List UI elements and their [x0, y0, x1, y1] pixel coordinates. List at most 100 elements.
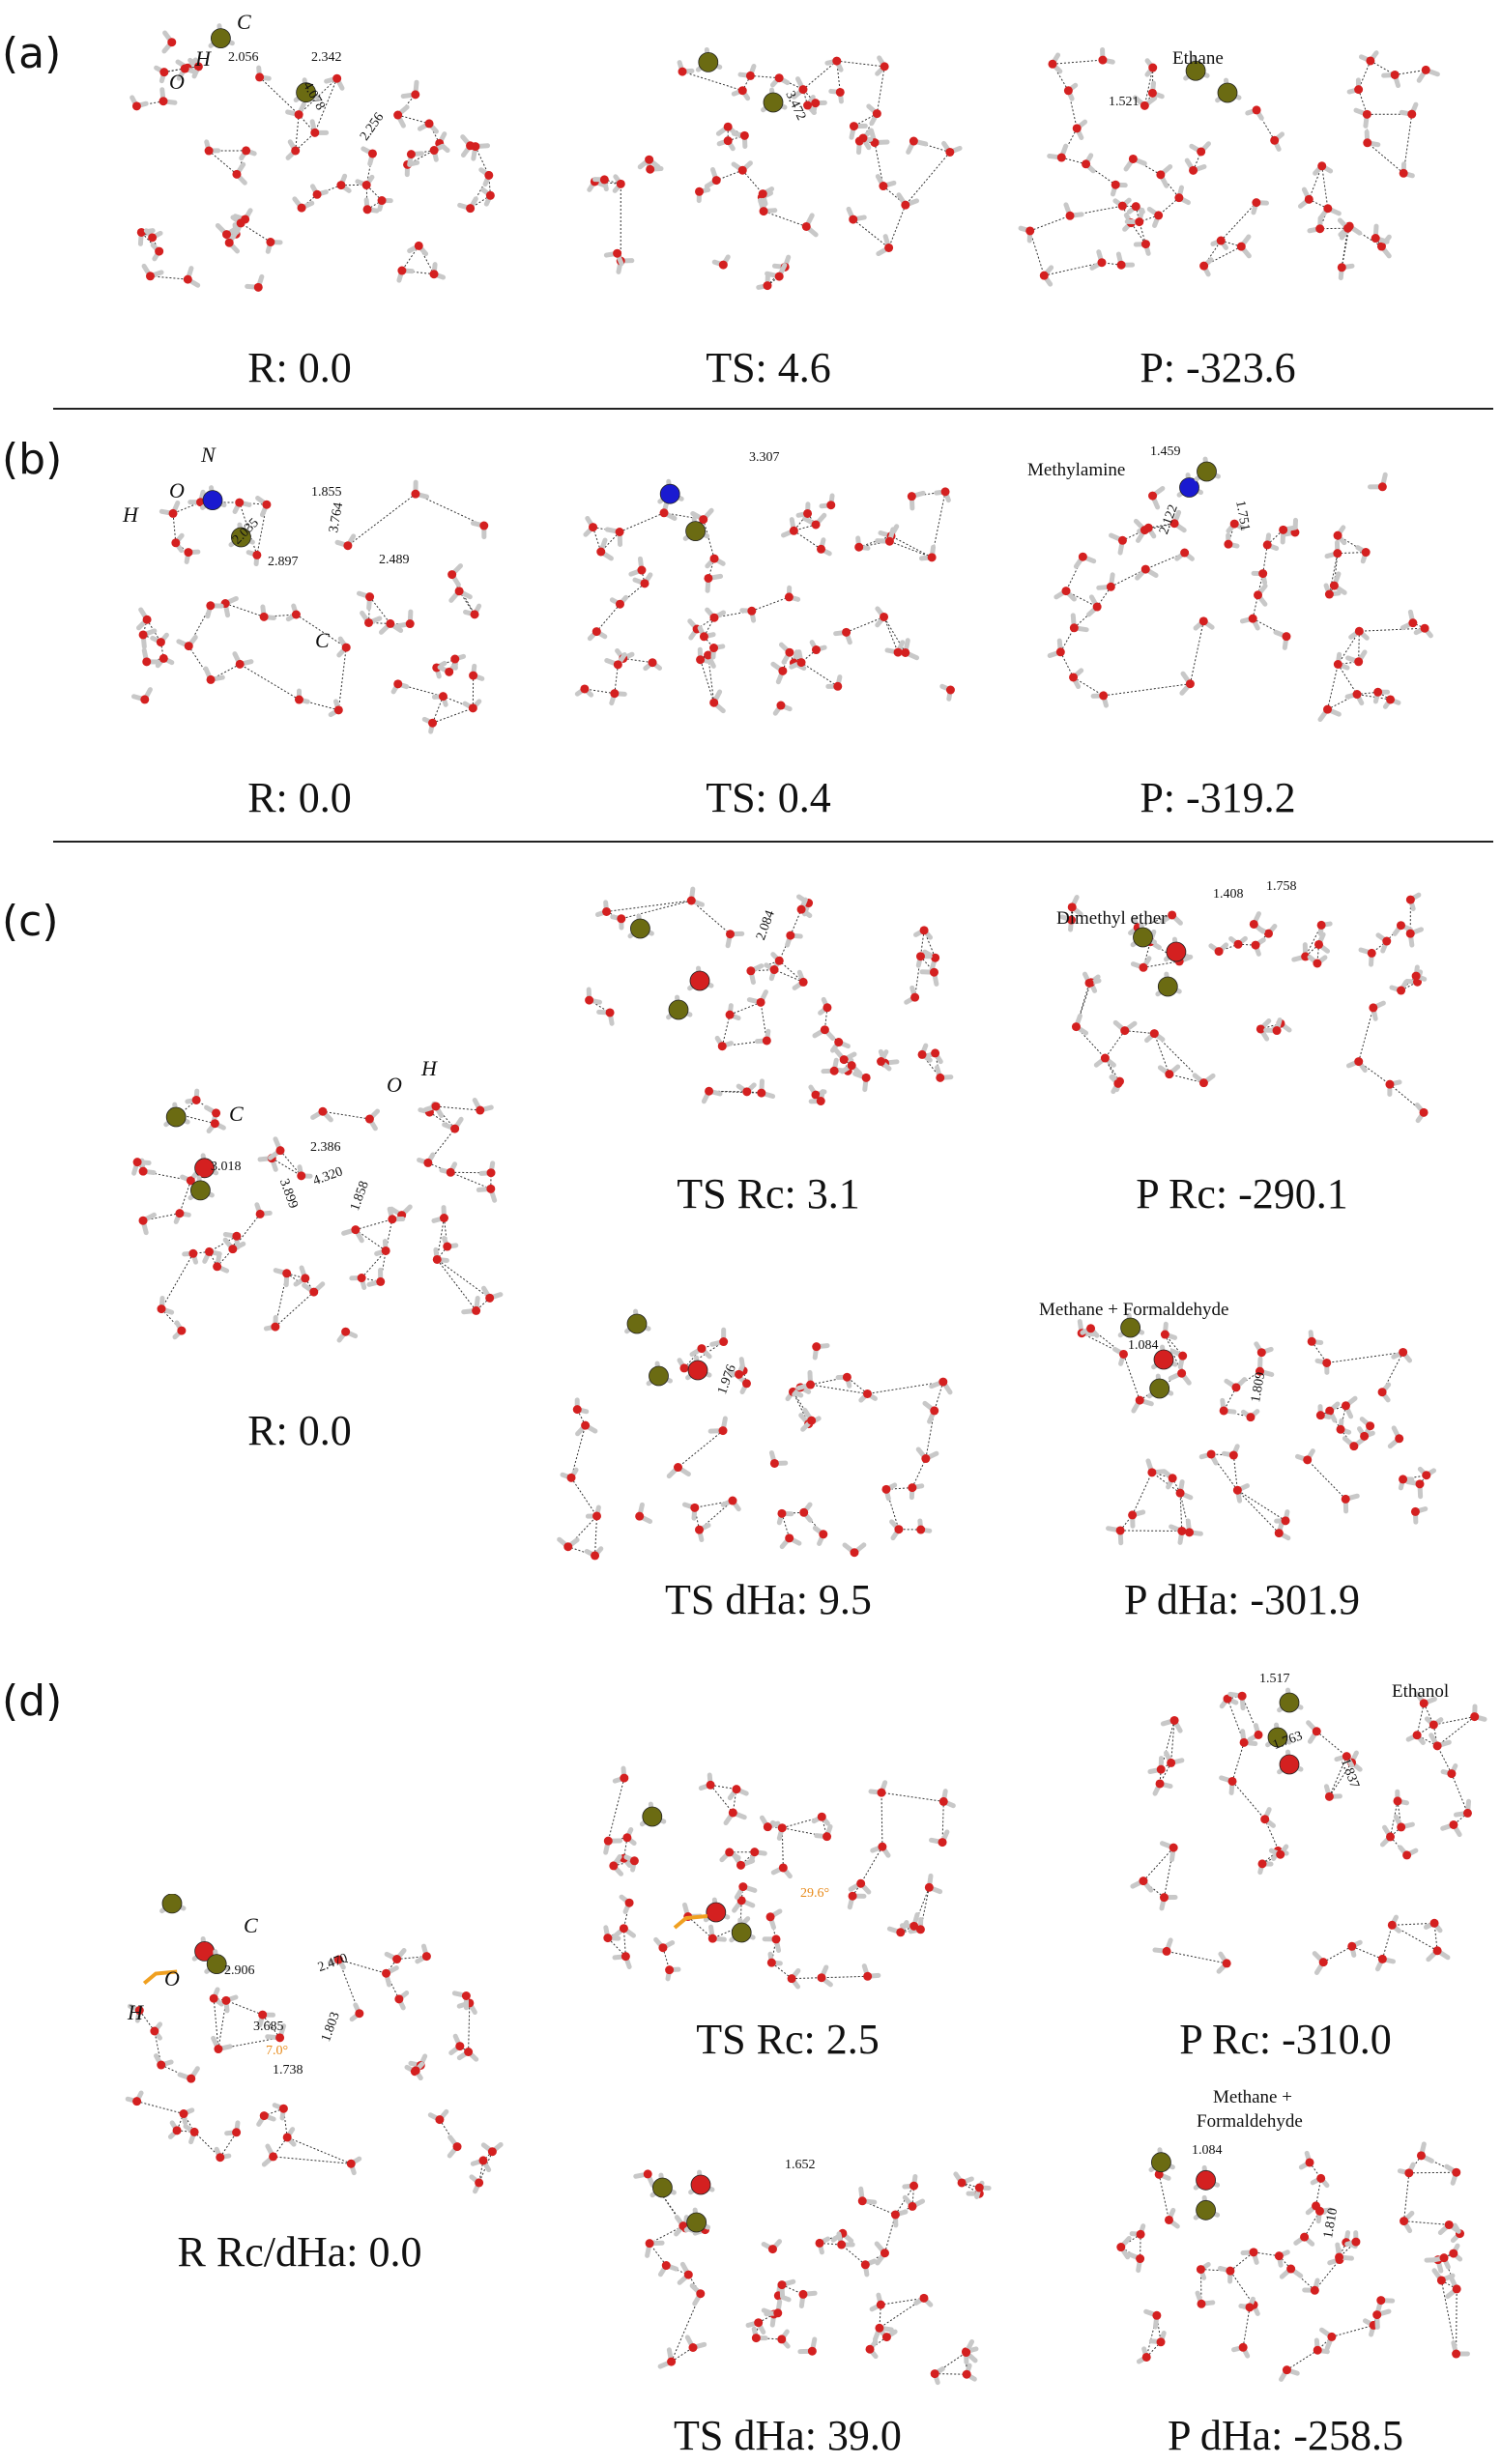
oxygen-atom [1421, 65, 1430, 74]
hydrogen-bond [911, 1458, 927, 1488]
oxygen-atom [1166, 941, 1187, 962]
atom-label-h: H [123, 502, 138, 527]
oxygen-atom [1082, 159, 1091, 169]
oxygen-atom [801, 221, 811, 231]
oxygen-atom [854, 542, 864, 552]
oxygen-atom [1349, 1442, 1359, 1451]
water-molecules [130, 479, 489, 734]
oxygen-atom [232, 2128, 242, 2137]
hydrogen-bond [1311, 1341, 1328, 1363]
oxygen-atom [738, 1882, 748, 1892]
hydrogen-bond [810, 1376, 848, 1386]
carbon-atom [161, 1893, 183, 1914]
hydrogen-bond [1331, 2324, 1374, 2337]
hydrogen-bond [1304, 2211, 1320, 2238]
oxygen-atom [1276, 1849, 1285, 1859]
oxygen-atom [585, 995, 594, 1005]
oxygen-atom [1185, 679, 1195, 689]
oxygen-atom [253, 282, 263, 292]
hydrogen-bond [1322, 1945, 1353, 1963]
oxygen-atom [177, 1326, 187, 1335]
hydrogen-bond [763, 211, 807, 227]
oxygen-atom [617, 914, 626, 924]
hbond-network [1142, 1695, 1476, 1964]
oxygen-atom [466, 204, 476, 214]
hydrogen-bond [883, 2214, 896, 2253]
oxygen-atom [393, 110, 403, 120]
oxygen-atom [1373, 687, 1383, 697]
caption-d-r: R Rc/dHa: 0.0 [177, 2228, 422, 2276]
oxygen-atom [411, 90, 420, 100]
hydrogen-bond [594, 1515, 597, 1556]
oxygen-atom [796, 658, 806, 668]
product-name-label: Formaldehyde [1197, 2111, 1303, 2132]
oxygen-atom [765, 1912, 775, 1922]
hydrogen-bond [273, 2156, 352, 2164]
oxygen-atom [807, 1416, 817, 1425]
oxygen-atom [148, 233, 158, 243]
oxygen-atom [1159, 1893, 1169, 1903]
hydrogen-bond [1307, 1459, 1346, 1500]
oxygen-atom [1470, 1712, 1480, 1722]
oxygen-atom [333, 705, 343, 715]
oxygen-atom [1444, 2220, 1454, 2229]
oxygen-atom [648, 658, 657, 668]
water-molecules [1018, 47, 1440, 287]
oxygen-atom [1316, 2173, 1326, 2183]
oxygen-atom [1065, 211, 1075, 220]
hydrogen-bond [1397, 1800, 1402, 1827]
oxygen-atom [1106, 582, 1115, 591]
oxygen-atom [837, 2240, 847, 2249]
oxygen-atom [258, 2010, 268, 2020]
oxygen-atom [478, 2156, 488, 2165]
hydrogen-bond [836, 60, 885, 68]
oxygen-atom [798, 85, 808, 95]
oxygen-atom [1402, 1850, 1412, 1860]
oxygen-atom [1180, 548, 1190, 558]
product-name-label: Ethane [1172, 48, 1224, 69]
oxygen-atom [592, 1511, 601, 1521]
oxygen-atom [297, 1171, 306, 1181]
oxygen-atom [382, 1968, 391, 1978]
oxygen-atom [704, 573, 713, 583]
hydrogen-bond [159, 642, 164, 659]
hydrogen-bond [1290, 2268, 1315, 2291]
hydrogen-bond [1341, 226, 1350, 268]
oxygen-atom [255, 72, 265, 82]
carbon-atom [1133, 927, 1153, 948]
oxygen-atom [917, 1049, 927, 1059]
oxygen-atom [1385, 1079, 1395, 1089]
oxygen-atom [1262, 540, 1272, 550]
distance-label: 1.738 [273, 2063, 303, 2077]
oxygen-atom [204, 1246, 214, 1256]
oxygen-atom [341, 1327, 351, 1336]
oxygen-atom [787, 1974, 796, 1984]
oxygen-atom [468, 703, 477, 713]
carbon-atom [190, 1180, 211, 1201]
oxygen-atom [834, 1038, 844, 1047]
oxygen-atom [763, 1822, 772, 1832]
hydrogen-bond [883, 616, 899, 653]
oxygen-atom [1147, 1468, 1157, 1477]
carbon-atom [211, 28, 231, 48]
oxygen-atom [688, 2342, 698, 2352]
hydrogen-bond [1315, 2178, 1322, 2207]
hydrogen-bond [401, 270, 435, 275]
oxygen-atom [1462, 1808, 1472, 1818]
oxygen-atom [696, 2289, 706, 2299]
oxygen-atom [829, 1066, 839, 1075]
oxygen-atom [1228, 1450, 1238, 1460]
hydrogen-bond [1229, 2270, 1255, 2306]
distance-label: 1.521 [1109, 95, 1140, 109]
hydrogen-bond [1145, 552, 1185, 570]
oxygen-atom [1148, 63, 1158, 72]
oxygen-atom [695, 1525, 705, 1534]
oxygen-atom [915, 1925, 925, 1934]
hydrogen-bond [209, 1251, 218, 1267]
oxygen-atom [915, 952, 925, 961]
oxygen-atom [1196, 2169, 1216, 2191]
oxygen-atom [599, 175, 609, 185]
divider-ab [53, 408, 1493, 410]
oxygen-atom [1452, 2349, 1461, 2359]
hydrogen-bond [1166, 1950, 1227, 1964]
